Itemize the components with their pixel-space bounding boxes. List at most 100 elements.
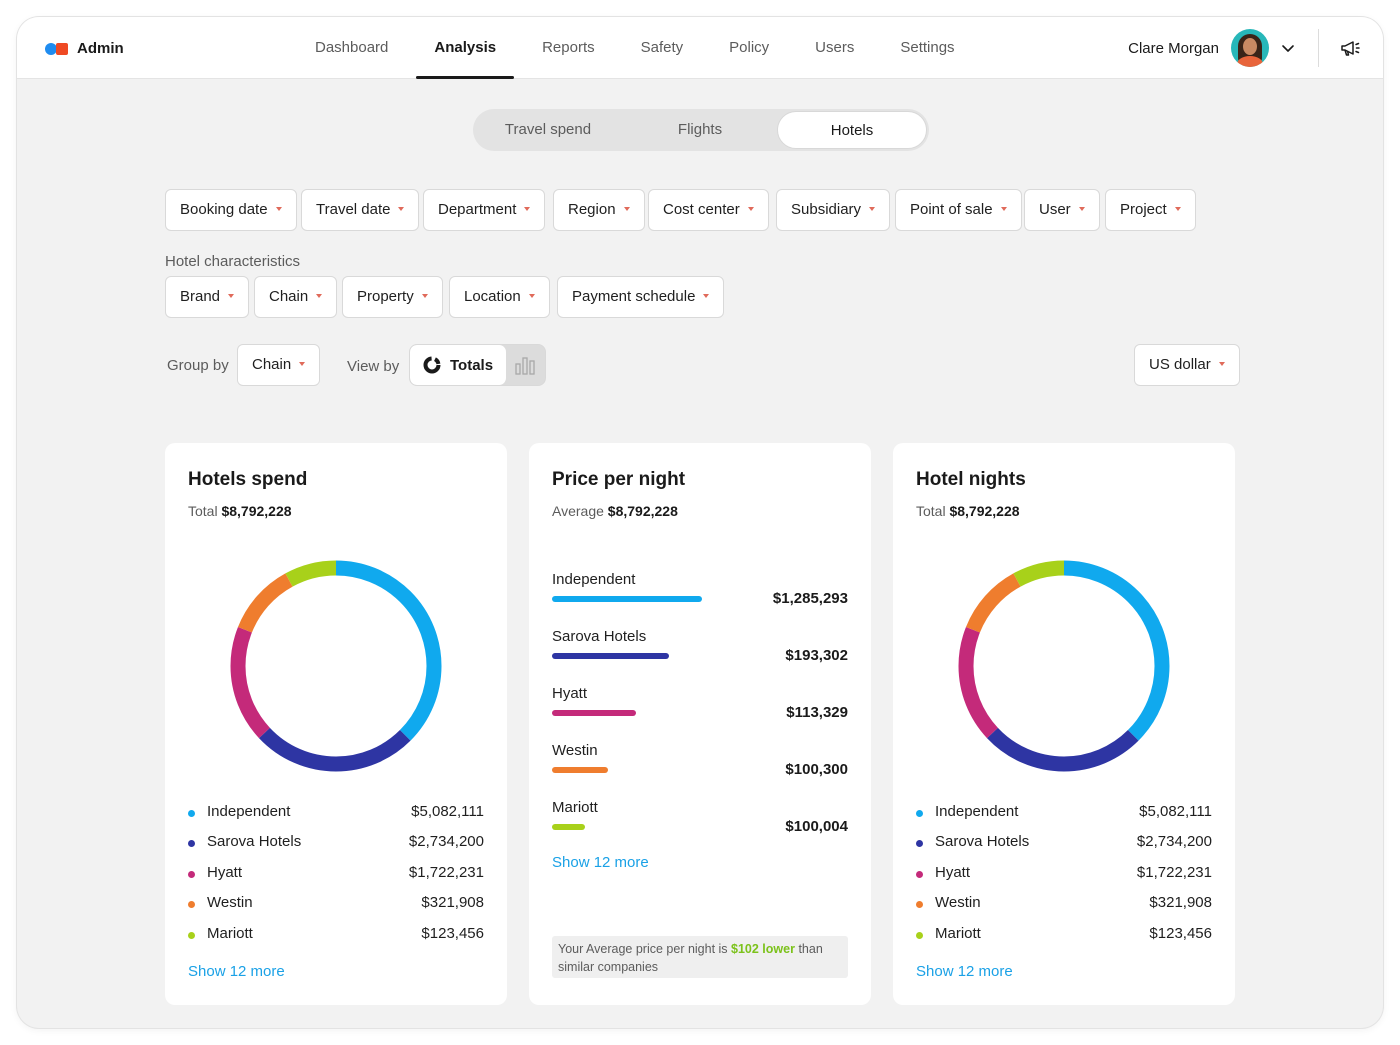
donut-segment-sarova-hotels[interactable] bbox=[958, 560, 1170, 772]
caret-down-icon bbox=[524, 207, 531, 212]
caret-down-icon bbox=[623, 207, 630, 212]
filter-label: Booking date bbox=[180, 201, 268, 218]
legend-row[interactable]: Independent $5,082,111 bbox=[916, 803, 1212, 833]
total-label: Total bbox=[916, 503, 946, 519]
legend-value: $5,082,111 bbox=[411, 803, 484, 820]
price-row-value: $100,004 bbox=[785, 818, 848, 835]
donut-chart-icon bbox=[423, 356, 441, 374]
card-title: Hotel nights bbox=[916, 469, 1026, 490]
filter-brand[interactable]: Brand bbox=[165, 276, 250, 318]
donut-segment-hyatt[interactable] bbox=[230, 560, 442, 772]
show-more-link[interactable]: Show 12 more bbox=[916, 963, 1013, 980]
legend-row[interactable]: Mariott $123,456 bbox=[188, 925, 484, 955]
filter-department[interactable]: Department bbox=[423, 189, 546, 231]
legend-label: Westin bbox=[207, 894, 253, 912]
legend-dot-icon bbox=[188, 901, 195, 909]
nav-safety[interactable]: Safety bbox=[640, 39, 684, 56]
filter-payment-schedule[interactable]: Payment schedule bbox=[557, 276, 725, 318]
tab-hotels[interactable]: Hotels bbox=[777, 111, 927, 149]
average-label: Average bbox=[552, 503, 604, 519]
legend-row[interactable]: Westin $321,908 bbox=[916, 894, 1212, 924]
total-label: Total bbox=[188, 503, 218, 519]
nav-users[interactable]: Users bbox=[815, 39, 855, 56]
donut-segment-sarova-hotels[interactable] bbox=[230, 560, 442, 772]
nav-analysis[interactable]: Analysis bbox=[416, 17, 514, 79]
price-row[interactable]: Hyatt $113,329 bbox=[552, 685, 848, 742]
filter-region[interactable]: Region bbox=[553, 189, 645, 231]
price-row[interactable]: Westin $100,300 bbox=[552, 742, 848, 799]
caret-down-icon bbox=[528, 294, 535, 299]
chevron-down-icon[interactable] bbox=[1281, 41, 1295, 55]
filter-user[interactable]: User bbox=[1024, 189, 1100, 231]
filter-chain[interactable]: Chain bbox=[254, 276, 338, 318]
legend-row[interactable]: Mariott $123,456 bbox=[916, 925, 1212, 955]
nights-legend: Independent $5,082,111 Sarova Hotels $2,734… bbox=[916, 803, 1212, 955]
legend-row[interactable]: Hyatt $1,722,231 bbox=[188, 864, 484, 894]
price-row[interactable]: Sarova Hotels $193,302 bbox=[552, 628, 848, 685]
price-row-value: $100,300 bbox=[785, 761, 848, 778]
caret-down-icon bbox=[228, 294, 235, 299]
megaphone-icon[interactable] bbox=[1339, 37, 1361, 59]
legend-dot-icon bbox=[916, 810, 923, 817]
hotels-spend-card: Hotels spend Total $8,792,228 Independen… bbox=[165, 443, 507, 1005]
legend-label: Westin bbox=[935, 894, 981, 912]
filter-travel-date[interactable]: Travel date bbox=[301, 189, 420, 231]
benchmark-note: Your Average price per night is $102 low… bbox=[552, 936, 848, 978]
avatar[interactable] bbox=[1231, 29, 1269, 67]
nav-settings[interactable]: Settings bbox=[900, 39, 955, 56]
filter-property[interactable]: Property bbox=[342, 276, 443, 318]
caret-down-icon bbox=[275, 207, 282, 212]
legend-row[interactable]: Sarova Hotels $2,734,200 bbox=[188, 833, 484, 863]
legend-value: $321,908 bbox=[421, 894, 484, 912]
donut-segment-mariott[interactable] bbox=[958, 560, 1170, 772]
spend-donut-chart bbox=[230, 560, 442, 772]
legend-dot-icon bbox=[188, 810, 195, 817]
filter-project[interactable]: Project bbox=[1105, 189, 1196, 231]
filter-booking-date[interactable]: Booking date bbox=[165, 189, 297, 231]
caret-down-icon bbox=[316, 294, 323, 299]
nav-reports[interactable]: Reports bbox=[542, 39, 595, 56]
app-logo[interactable]: Admin bbox=[45, 40, 124, 57]
donut-segment-hyatt[interactable] bbox=[958, 560, 1170, 772]
view-bars-button[interactable] bbox=[505, 345, 545, 385]
hotel-nights-card: Hotel nights Total $8,792,228 Independen… bbox=[893, 443, 1235, 1005]
price-row-value: $113,329 bbox=[786, 704, 848, 721]
view-totals-button[interactable]: Totals bbox=[410, 345, 506, 385]
price-row[interactable]: Mariott $100,004 bbox=[552, 799, 848, 856]
card-title: Hotels spend bbox=[188, 469, 308, 490]
view-by-toggle: Totals bbox=[409, 344, 546, 386]
legend-row[interactable]: Hyatt $1,722,231 bbox=[916, 864, 1212, 894]
average-value: $8,792,228 bbox=[607, 503, 678, 519]
group-by-select[interactable]: Chain bbox=[237, 344, 321, 386]
filter-point-of-sale[interactable]: Point of sale bbox=[895, 189, 1022, 231]
tab-travel-spend[interactable]: Travel spend bbox=[504, 121, 592, 138]
currency-select[interactable]: US dollar bbox=[1134, 344, 1240, 386]
nav-policy[interactable]: Policy bbox=[729, 39, 770, 56]
legend-dot-icon bbox=[188, 870, 195, 878]
legend-row[interactable]: Independent $5,082,111 bbox=[188, 803, 484, 833]
legend-row[interactable]: Sarova Hotels $2,734,200 bbox=[916, 833, 1212, 863]
legend-label: Hyatt bbox=[207, 863, 243, 881]
filter-label: Location bbox=[464, 288, 521, 305]
legend-row[interactable]: Westin $321,908 bbox=[188, 894, 484, 924]
show-more-link[interactable]: Show 12 more bbox=[552, 854, 649, 871]
logo-mark-icon bbox=[45, 42, 68, 55]
donut-segment-mariott[interactable] bbox=[230, 560, 442, 772]
legend-label: Sarova Hotels bbox=[207, 833, 302, 851]
caret-down-icon bbox=[398, 207, 405, 212]
price-row-label: Westin bbox=[552, 742, 598, 759]
show-more-link[interactable]: Show 12 more bbox=[188, 963, 285, 980]
filter-subsidiary[interactable]: Subsidiary bbox=[776, 189, 891, 231]
user-menu[interactable]: Clare Morgan bbox=[1128, 29, 1295, 67]
filter-label: Region bbox=[568, 201, 616, 218]
legend-value: $321,908 bbox=[1149, 894, 1212, 912]
price-row[interactable]: Independent $1,285,293 bbox=[552, 571, 848, 628]
filter-location[interactable]: Location bbox=[449, 276, 550, 318]
hotel-characteristics-label: Hotel characteristics bbox=[165, 253, 301, 270]
legend-label: Mariott bbox=[207, 924, 253, 942]
caret-down-icon bbox=[747, 207, 754, 212]
tab-flights[interactable]: Flights bbox=[677, 121, 723, 138]
app-window: Admin Dashboard Analysis Reports Safety … bbox=[17, 17, 1383, 1028]
nav-dashboard[interactable]: Dashboard bbox=[315, 39, 389, 56]
filter-cost-center[interactable]: Cost center bbox=[648, 189, 769, 231]
